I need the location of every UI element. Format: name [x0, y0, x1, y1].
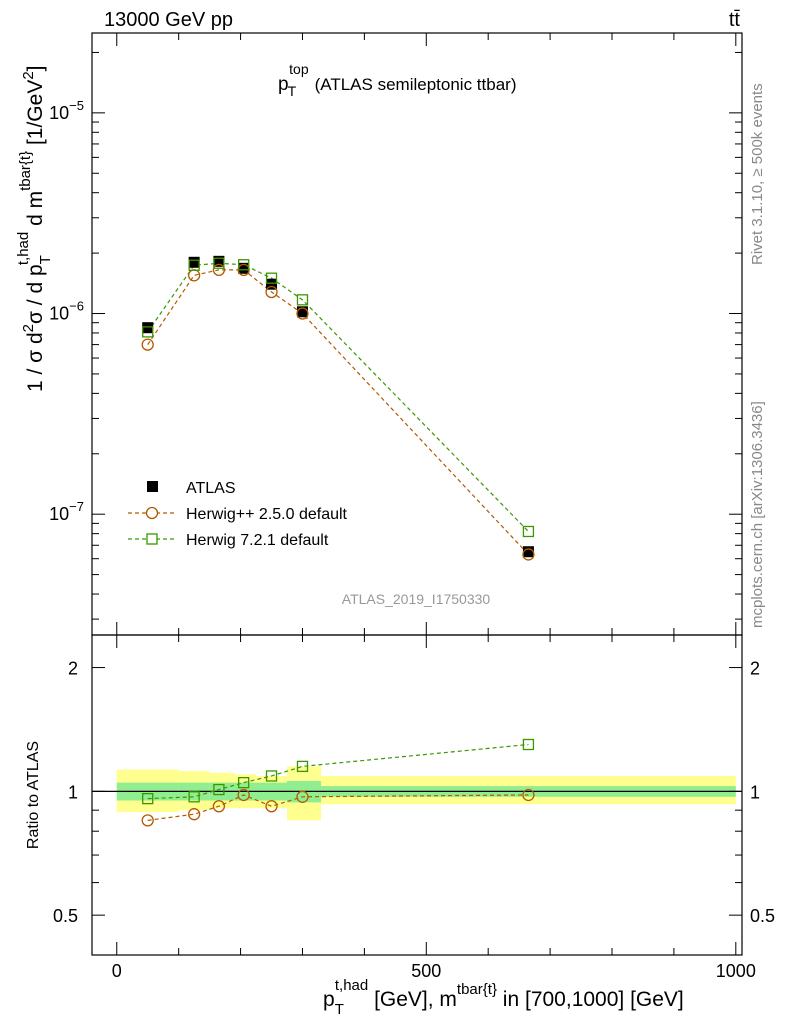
legend-herwigpp-label: Herwig++ 2.5.0 default [186, 506, 348, 523]
y-tick-base: 10 [49, 304, 69, 324]
ratio-herwigpp-point [522, 788, 535, 802]
ratio-axis-ticks: 0 500 1000 0.5 0.5 1 1 2 2 [53, 635, 775, 981]
main-series-markers [141, 255, 535, 561]
legend-herwigpp-marker [145, 506, 159, 520]
main-herwig7-point [238, 259, 250, 271]
main-herwigpp-point [141, 338, 154, 351]
x-tick-label: 500 [411, 961, 441, 981]
ratio-series-lines [147, 743, 529, 821]
main-atlas-point [266, 278, 278, 290]
main-herwig7-line [147, 262, 529, 532]
main-herwig7-point [213, 257, 225, 269]
legend: ATLAS Herwig++ 2.5.0 default Herwig 7.2.… [128, 480, 348, 549]
ratio-herwig7-point [522, 738, 535, 751]
plot-title: pTtop(ATLAS semileptonic ttbar) [278, 61, 516, 99]
mcplots-label: mcplots.cern.ch [arXiv:1306.3436] [749, 401, 766, 628]
main-herwigpp-point [212, 263, 226, 277]
ratio-herwig7-point [188, 791, 200, 803]
y-tick-exp: −6 [69, 299, 84, 314]
main-herwigpp-point [296, 307, 309, 320]
x-tick-label: 1000 [716, 961, 756, 981]
ratio-series-markers [141, 738, 535, 827]
main-atlas-point [213, 255, 225, 267]
main-atlas-point [296, 306, 308, 318]
main-y-label: 1 / σ d2σ / d pTt,had d mtbar{t} [1/GeV2… [15, 65, 54, 392]
ratio-herwig7-point [213, 783, 225, 796]
ratio-herwigpp-point [141, 814, 154, 827]
y-tick-base: 10 [49, 103, 69, 123]
ratio-y-tick-label-right: 0.5 [750, 906, 775, 926]
main-herwig7-point [142, 326, 154, 338]
main-herwig7-point [188, 259, 200, 271]
ratio-herwig7-point [296, 760, 309, 773]
ratio-herwigpp-point [187, 808, 201, 821]
x-axis-label: pTt,had [GeV], mtbar{t} in [700,1000] [G… [323, 977, 684, 1018]
legend-herwig7-label: Herwig 7.2.1 default [186, 532, 329, 549]
rivet-label: Rivet 3.1.10, ≥ 500k events [749, 83, 766, 265]
main-herwig7-point [296, 294, 309, 306]
ratio-y-tick-label-left: 0.5 [53, 906, 78, 926]
legend-herwig7-marker [146, 533, 158, 545]
analysis-watermark: ATLAS_2019_I1750330 [342, 591, 491, 607]
ratio-herwigpp-point [237, 788, 250, 802]
ratio-y-tick-label-left: 1 [68, 782, 78, 802]
main-y-tick-label: 10−7 [49, 499, 84, 524]
main-atlas-point [238, 262, 250, 274]
ratio-y-label: Ratio to ATLAS [25, 741, 42, 849]
ratio-herwig7-point [142, 792, 154, 805]
y-tick-base: 10 [49, 504, 69, 524]
y-tick-exp: −7 [69, 499, 84, 514]
process-label: tt̄ [729, 9, 741, 31]
main-y-tick-label: 10−5 [49, 98, 84, 123]
main-herwig7-point [522, 525, 535, 538]
ratio-herwig7-point [265, 770, 278, 782]
ratio-herwigpp-line [147, 794, 529, 821]
main-herwig7-point [265, 272, 278, 284]
x-tick-label: 0 [112, 961, 122, 981]
ratio-y-tick-label-right: 1 [750, 782, 760, 802]
main-axis-ticks: 10−710−610−5 [49, 33, 742, 635]
ratio-herwig7-point [238, 776, 250, 789]
energy-label: 13000 GeV pp [104, 9, 233, 31]
legend-data-label: ATLAS [186, 480, 236, 497]
main-herwigpp-point [187, 269, 201, 282]
ratio-y-tick-label-left: 2 [68, 659, 78, 679]
ratio-frame [91, 634, 743, 956]
legend-data-marker [147, 481, 158, 492]
main-herwigpp-point [265, 285, 278, 299]
ratio-herwigpp-point [296, 790, 309, 803]
main-atlas-point [188, 256, 200, 268]
main-atlas-point [142, 322, 154, 334]
ratio-herwigpp-point [212, 800, 226, 813]
ratio-herwigpp-point [265, 800, 278, 813]
main-y-tick-label: 10−6 [49, 299, 84, 324]
ratio-bands [92, 766, 742, 821]
main-atlas-point [522, 546, 534, 558]
y-tick-exp: −5 [69, 98, 84, 113]
main-herwigpp-point [522, 548, 535, 561]
ratio-y-tick-label-right: 2 [750, 659, 760, 679]
